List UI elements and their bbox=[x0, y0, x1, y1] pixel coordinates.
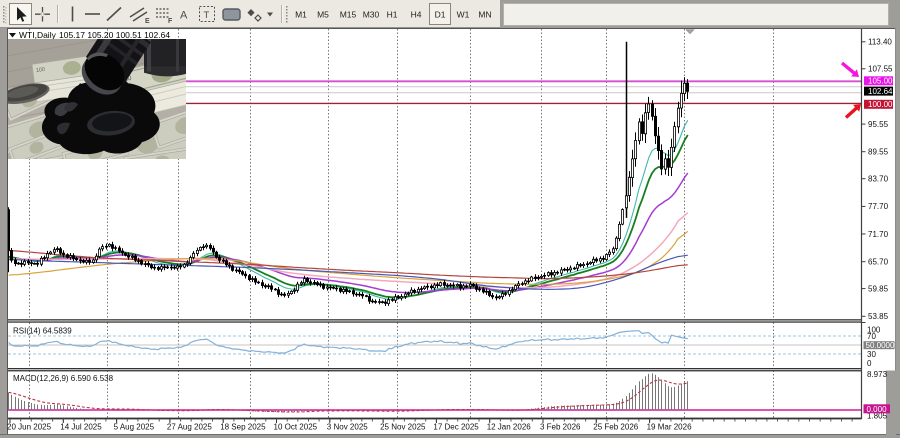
svg-text:100: 100 bbox=[36, 67, 46, 74]
svg-text:25 Feb 2026: 25 Feb 2026 bbox=[593, 423, 638, 432]
svg-text:105.00: 105.00 bbox=[868, 77, 893, 86]
svg-text:30: 30 bbox=[867, 350, 876, 359]
svg-text:WTI,Daily: WTI,Daily bbox=[19, 30, 57, 40]
svg-text:0: 0 bbox=[867, 359, 872, 368]
svg-text:12 Jan 2026: 12 Jan 2026 bbox=[487, 423, 532, 432]
svg-text:H1: H1 bbox=[387, 10, 398, 20]
svg-text:RSI(14) 64.5839: RSI(14) 64.5839 bbox=[13, 327, 72, 336]
svg-text:77.70: 77.70 bbox=[868, 202, 889, 211]
svg-text:14 Jul 2025: 14 Jul 2025 bbox=[60, 423, 102, 432]
svg-text:M1: M1 bbox=[295, 10, 307, 20]
svg-text:M5: M5 bbox=[317, 10, 329, 20]
svg-text:65.70: 65.70 bbox=[868, 258, 889, 267]
svg-text:8.973: 8.973 bbox=[867, 370, 888, 379]
svg-text:17 Dec 2025: 17 Dec 2025 bbox=[433, 423, 479, 432]
svg-text:89.55: 89.55 bbox=[868, 148, 889, 157]
svg-text:59.85: 59.85 bbox=[868, 284, 889, 293]
svg-text:W1: W1 bbox=[457, 10, 470, 20]
svg-text:95.55: 95.55 bbox=[868, 120, 889, 129]
svg-text:T: T bbox=[204, 10, 210, 21]
svg-text:105.17 105.20 100.51 102.64: 105.17 105.20 100.51 102.64 bbox=[59, 30, 170, 40]
svg-text:70: 70 bbox=[867, 332, 876, 341]
svg-text:102.64: 102.64 bbox=[868, 87, 893, 96]
svg-text:27 Aug 2025: 27 Aug 2025 bbox=[167, 423, 212, 432]
svg-text:F: F bbox=[168, 18, 173, 25]
svg-text:1.805: 1.805 bbox=[867, 412, 888, 421]
svg-text:100: 100 bbox=[867, 326, 881, 335]
svg-text:3 Nov 2025: 3 Nov 2025 bbox=[327, 423, 368, 432]
svg-text:E: E bbox=[145, 18, 150, 25]
svg-text:D1: D1 bbox=[435, 10, 446, 20]
svg-text:0.000: 0.000 bbox=[867, 405, 888, 414]
svg-text:113.40: 113.40 bbox=[868, 38, 892, 47]
svg-text:19 Mar 2026: 19 Mar 2026 bbox=[647, 423, 692, 432]
svg-text:3 Feb 2026: 3 Feb 2026 bbox=[540, 423, 581, 432]
svg-text:M15: M15 bbox=[340, 10, 357, 20]
svg-text:107.55: 107.55 bbox=[868, 65, 893, 74]
svg-text:83.70: 83.70 bbox=[868, 175, 889, 184]
svg-text:25 Nov 2025: 25 Nov 2025 bbox=[380, 423, 426, 432]
svg-text:A: A bbox=[180, 10, 188, 22]
svg-text:50.0000: 50.0000 bbox=[866, 341, 895, 350]
svg-text:MACD(12,26,9) 6.590 6.538: MACD(12,26,9) 6.590 6.538 bbox=[13, 374, 114, 383]
svg-text:10 Oct 2025: 10 Oct 2025 bbox=[274, 423, 318, 432]
svg-text:5 Aug 2025: 5 Aug 2025 bbox=[114, 423, 155, 432]
svg-text:71.70: 71.70 bbox=[868, 230, 889, 239]
svg-text:100.00: 100.00 bbox=[868, 100, 893, 109]
svg-text:H4: H4 bbox=[411, 10, 422, 20]
svg-text:20 Jun 2025: 20 Jun 2025 bbox=[7, 423, 52, 432]
svg-text:18 Sep 2025: 18 Sep 2025 bbox=[220, 423, 266, 432]
svg-text:M30: M30 bbox=[363, 10, 380, 20]
svg-text:MN: MN bbox=[478, 10, 491, 20]
svg-text:53.85: 53.85 bbox=[868, 312, 889, 321]
